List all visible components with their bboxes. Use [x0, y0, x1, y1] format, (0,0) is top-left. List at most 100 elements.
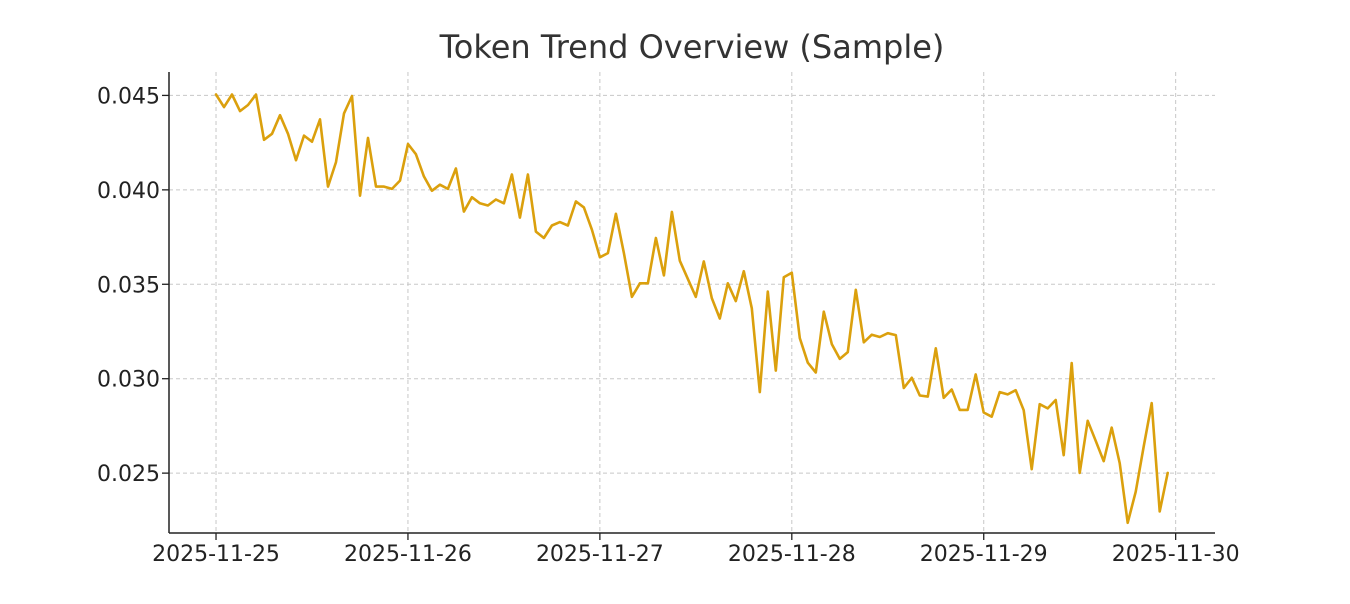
data-point	[406, 142, 411, 147]
data-point	[957, 407, 962, 412]
data-point	[621, 251, 626, 256]
data-point	[981, 410, 986, 415]
data-point	[477, 201, 482, 206]
data-point	[493, 197, 498, 202]
data-point	[805, 360, 810, 365]
data-point	[877, 335, 882, 340]
series-layer	[214, 92, 1169, 525]
data-point	[350, 94, 355, 99]
data-point	[733, 299, 738, 304]
data-point	[294, 158, 299, 163]
data-point	[773, 368, 778, 373]
data-point	[318, 117, 323, 122]
data-point	[413, 152, 418, 157]
data-point	[461, 209, 466, 214]
data-point	[509, 172, 514, 177]
data-point	[358, 193, 363, 198]
data-point	[645, 281, 650, 286]
data-point	[1077, 470, 1082, 475]
data-point	[573, 199, 578, 204]
data-point	[581, 205, 586, 210]
data-point	[933, 346, 938, 351]
data-point	[853, 287, 858, 292]
data-point	[685, 276, 690, 281]
data-point	[1117, 461, 1122, 466]
data-point	[613, 211, 618, 216]
data-point	[310, 139, 315, 144]
data-point	[222, 105, 227, 110]
data-point	[653, 236, 658, 241]
data-point	[597, 255, 602, 260]
data-point	[701, 259, 706, 264]
data-point	[677, 258, 682, 263]
data-point	[525, 172, 530, 177]
data-point	[909, 375, 914, 380]
data-point	[789, 270, 794, 275]
data-point	[861, 340, 866, 345]
data-point	[437, 182, 442, 187]
x-tick-label: 2025-11-30	[1112, 542, 1240, 567]
data-point	[565, 223, 570, 228]
ticks-layer: 2025-11-25 2025-11-26 2025-11-27 2025-11-28…	[97, 84, 1240, 567]
data-point	[557, 220, 562, 225]
data-point	[1013, 388, 1018, 393]
data-point	[286, 131, 291, 136]
data-point	[1109, 425, 1114, 430]
data-point	[342, 111, 347, 116]
data-point	[605, 251, 610, 256]
data-point	[757, 390, 762, 395]
data-point	[1125, 520, 1130, 525]
data-point	[893, 333, 898, 338]
data-point	[254, 92, 259, 97]
y-tick-label: 0.030	[97, 368, 160, 393]
data-point	[925, 394, 930, 399]
data-point	[421, 174, 426, 179]
data-point	[1005, 392, 1010, 397]
grid-layer	[169, 72, 1215, 533]
data-point	[1069, 361, 1074, 366]
data-point	[949, 387, 954, 392]
data-point	[453, 166, 458, 171]
data-point	[1021, 408, 1026, 413]
data-point	[845, 350, 850, 355]
chart-title: Token Trend Overview (Sample)	[439, 28, 945, 66]
data-point	[270, 131, 275, 136]
data-point	[637, 281, 642, 286]
x-tick-label: 2025-11-28	[728, 542, 856, 567]
data-point	[374, 184, 379, 189]
data-point	[717, 316, 722, 321]
data-point	[1101, 459, 1106, 464]
data-point	[749, 306, 754, 311]
y-tick-label: 0.045	[97, 84, 160, 109]
y-tick-label: 0.040	[97, 179, 160, 204]
series-line-token	[214, 93, 1169, 525]
data-point	[1141, 444, 1146, 449]
data-point	[1085, 418, 1090, 423]
data-point	[661, 273, 666, 278]
data-point	[501, 201, 506, 206]
data-point	[398, 178, 403, 183]
data-point	[965, 407, 970, 412]
data-point	[869, 332, 874, 337]
data-point	[1149, 401, 1154, 406]
data-point	[693, 294, 698, 299]
data-point	[517, 215, 522, 220]
data-point	[334, 160, 339, 165]
data-point	[230, 92, 235, 97]
data-point	[246, 103, 251, 108]
data-point	[989, 414, 994, 419]
data-point	[797, 336, 802, 341]
data-point	[533, 229, 538, 234]
data-point	[1045, 406, 1050, 411]
x-tick-label: 2025-11-27	[536, 542, 664, 567]
data-point	[1037, 402, 1042, 407]
data-point	[262, 137, 267, 142]
data-point	[445, 186, 450, 191]
y-tick-label: 0.025	[97, 462, 160, 487]
data-point	[1029, 467, 1034, 472]
data-point	[1093, 438, 1098, 443]
data-point	[1053, 398, 1058, 403]
y-tick-label: 0.035	[97, 273, 160, 298]
